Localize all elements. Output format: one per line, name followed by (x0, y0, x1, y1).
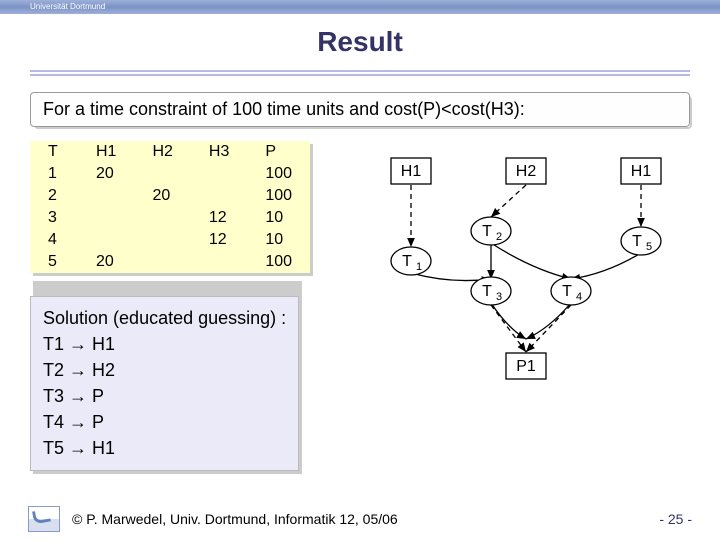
table-cell: 12 (191, 207, 247, 229)
title-section: Result (0, 14, 720, 66)
svg-text:P1: P1 (516, 358, 536, 375)
table-cell: 20 (78, 251, 134, 273)
svg-text:T: T (632, 233, 642, 250)
right-column: H1H2H1T1T2T3T4T5P1 (376, 141, 696, 471)
content-row: T H1 H2 H3 P 120100220100312104121052010… (30, 141, 690, 471)
svg-text:T: T (402, 253, 412, 270)
divider (30, 74, 690, 76)
page-number: - 25 - (659, 511, 692, 527)
cost-table: T H1 H2 H3 P 120100220100312104121052010… (30, 141, 310, 273)
university-label: Universität Dortmund (30, 2, 105, 11)
table-row: 4 1210 (30, 229, 310, 251)
table-cell (191, 163, 247, 185)
table-cell: 1 (30, 163, 78, 185)
table-cell: 100 (247, 163, 310, 185)
page-title: Result (0, 26, 720, 58)
table-cell: 3 (30, 207, 78, 229)
svg-text:H2: H2 (516, 163, 537, 180)
table-cell (134, 163, 190, 185)
col-header: T (30, 141, 78, 163)
svg-text:T: T (482, 223, 492, 240)
footer: © P. Marwedel, Univ. Dortmund, Informati… (0, 506, 720, 532)
solution-line: T1 → H1 (43, 331, 286, 357)
table-row: 3 1210 (30, 207, 310, 229)
divider (30, 70, 690, 72)
table-cell (191, 185, 247, 207)
table-cell: 2 (30, 185, 78, 207)
col-header: H3 (191, 141, 247, 163)
solution-line: T4 → P (43, 409, 286, 435)
table-cell: 4 (30, 229, 78, 251)
table-cell (134, 229, 190, 251)
svg-text:3: 3 (496, 291, 502, 303)
constraint-text: For a time constraint of 100 time units … (43, 99, 525, 119)
svg-text:2: 2 (496, 231, 502, 243)
constraint-box: For a time constraint of 100 time units … (30, 92, 690, 127)
table-cell: 20 (78, 163, 134, 185)
table-cell: 20 (134, 185, 190, 207)
left-column: T H1 H2 H3 P 120100220100312104121052010… (30, 141, 360, 471)
table-row: 2 20 100 (30, 185, 310, 207)
logo-icon (28, 506, 60, 532)
table-cell (78, 207, 134, 229)
assignment-graph: H1H2H1T1T2T3T4T5P1 (376, 141, 696, 401)
table-cell: 12 (191, 229, 247, 251)
solution-heading: Solution (educated guessing) : (43, 305, 286, 331)
solution-line: T3 → P (43, 383, 286, 409)
table-cell: 10 (247, 229, 310, 251)
col-header: P (247, 141, 310, 163)
table-cell: 100 (247, 251, 310, 273)
solution-line: T2 → H2 (43, 357, 286, 383)
svg-text:H1: H1 (401, 163, 422, 180)
table-cell (191, 251, 247, 273)
copyright-text: © P. Marwedel, Univ. Dortmund, Informati… (72, 511, 398, 527)
table-cell: 10 (247, 207, 310, 229)
svg-text:1: 1 (416, 261, 422, 273)
header-bar: Universität Dortmund (0, 0, 720, 14)
table-cell (134, 207, 190, 229)
table-cell (134, 251, 190, 273)
solution-box: Solution (educated guessing) : T1 → H1T2… (30, 296, 299, 471)
svg-text:H1: H1 (631, 163, 652, 180)
solution-line: T5 → H1 (43, 435, 286, 461)
svg-text:5: 5 (646, 241, 652, 253)
col-header: H2 (134, 141, 190, 163)
table-cell: 100 (247, 185, 310, 207)
col-header: H1 (78, 141, 134, 163)
svg-text:T: T (482, 283, 492, 300)
table-row: 120 100 (30, 163, 310, 185)
svg-text:4: 4 (576, 291, 582, 303)
table-cell (78, 229, 134, 251)
svg-text:T: T (562, 283, 572, 300)
table-cell: 5 (30, 251, 78, 273)
table-cell (78, 185, 134, 207)
table-row: 520 100 (30, 251, 310, 273)
table-header-row: T H1 H2 H3 P (30, 141, 310, 163)
